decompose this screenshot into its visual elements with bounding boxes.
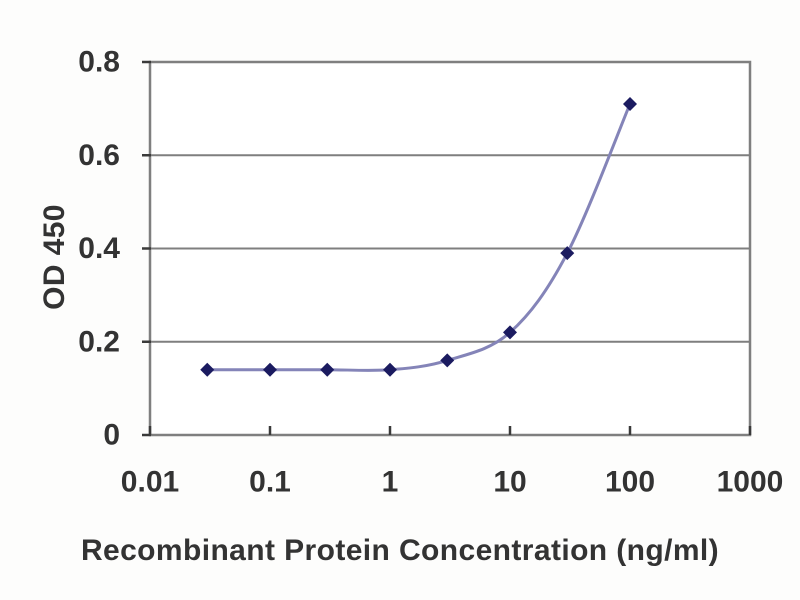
data-point-marker [263,362,277,377]
data-point-marker [320,362,335,377]
x-tick-label: 0.01 [121,466,179,499]
y-tick-label: 0.6 [78,139,120,172]
y-tick-label: 0 [103,419,120,452]
data-point-marker [383,362,397,377]
x-tick-label: 100 [605,466,655,499]
x-tick-label: 10 [493,466,526,499]
y-tick-label: 0.4 [78,232,120,265]
x-tick-label: 1000 [717,466,784,499]
x-tick-label: 0.1 [249,466,291,499]
data-point-marker [440,353,455,368]
data-point-marker [560,246,575,261]
y-tick-label: 0.8 [78,46,120,79]
y-tick-label: 0.2 [78,325,120,358]
data-point-marker [200,362,215,377]
data-point-marker [623,96,637,111]
y-axis-title: OD 450 [38,204,71,310]
data-point-marker [503,325,517,340]
x-tick-label: 1 [382,466,399,499]
x-axis-title: Recombinant Protein Concentration (ng/ml… [80,534,720,567]
